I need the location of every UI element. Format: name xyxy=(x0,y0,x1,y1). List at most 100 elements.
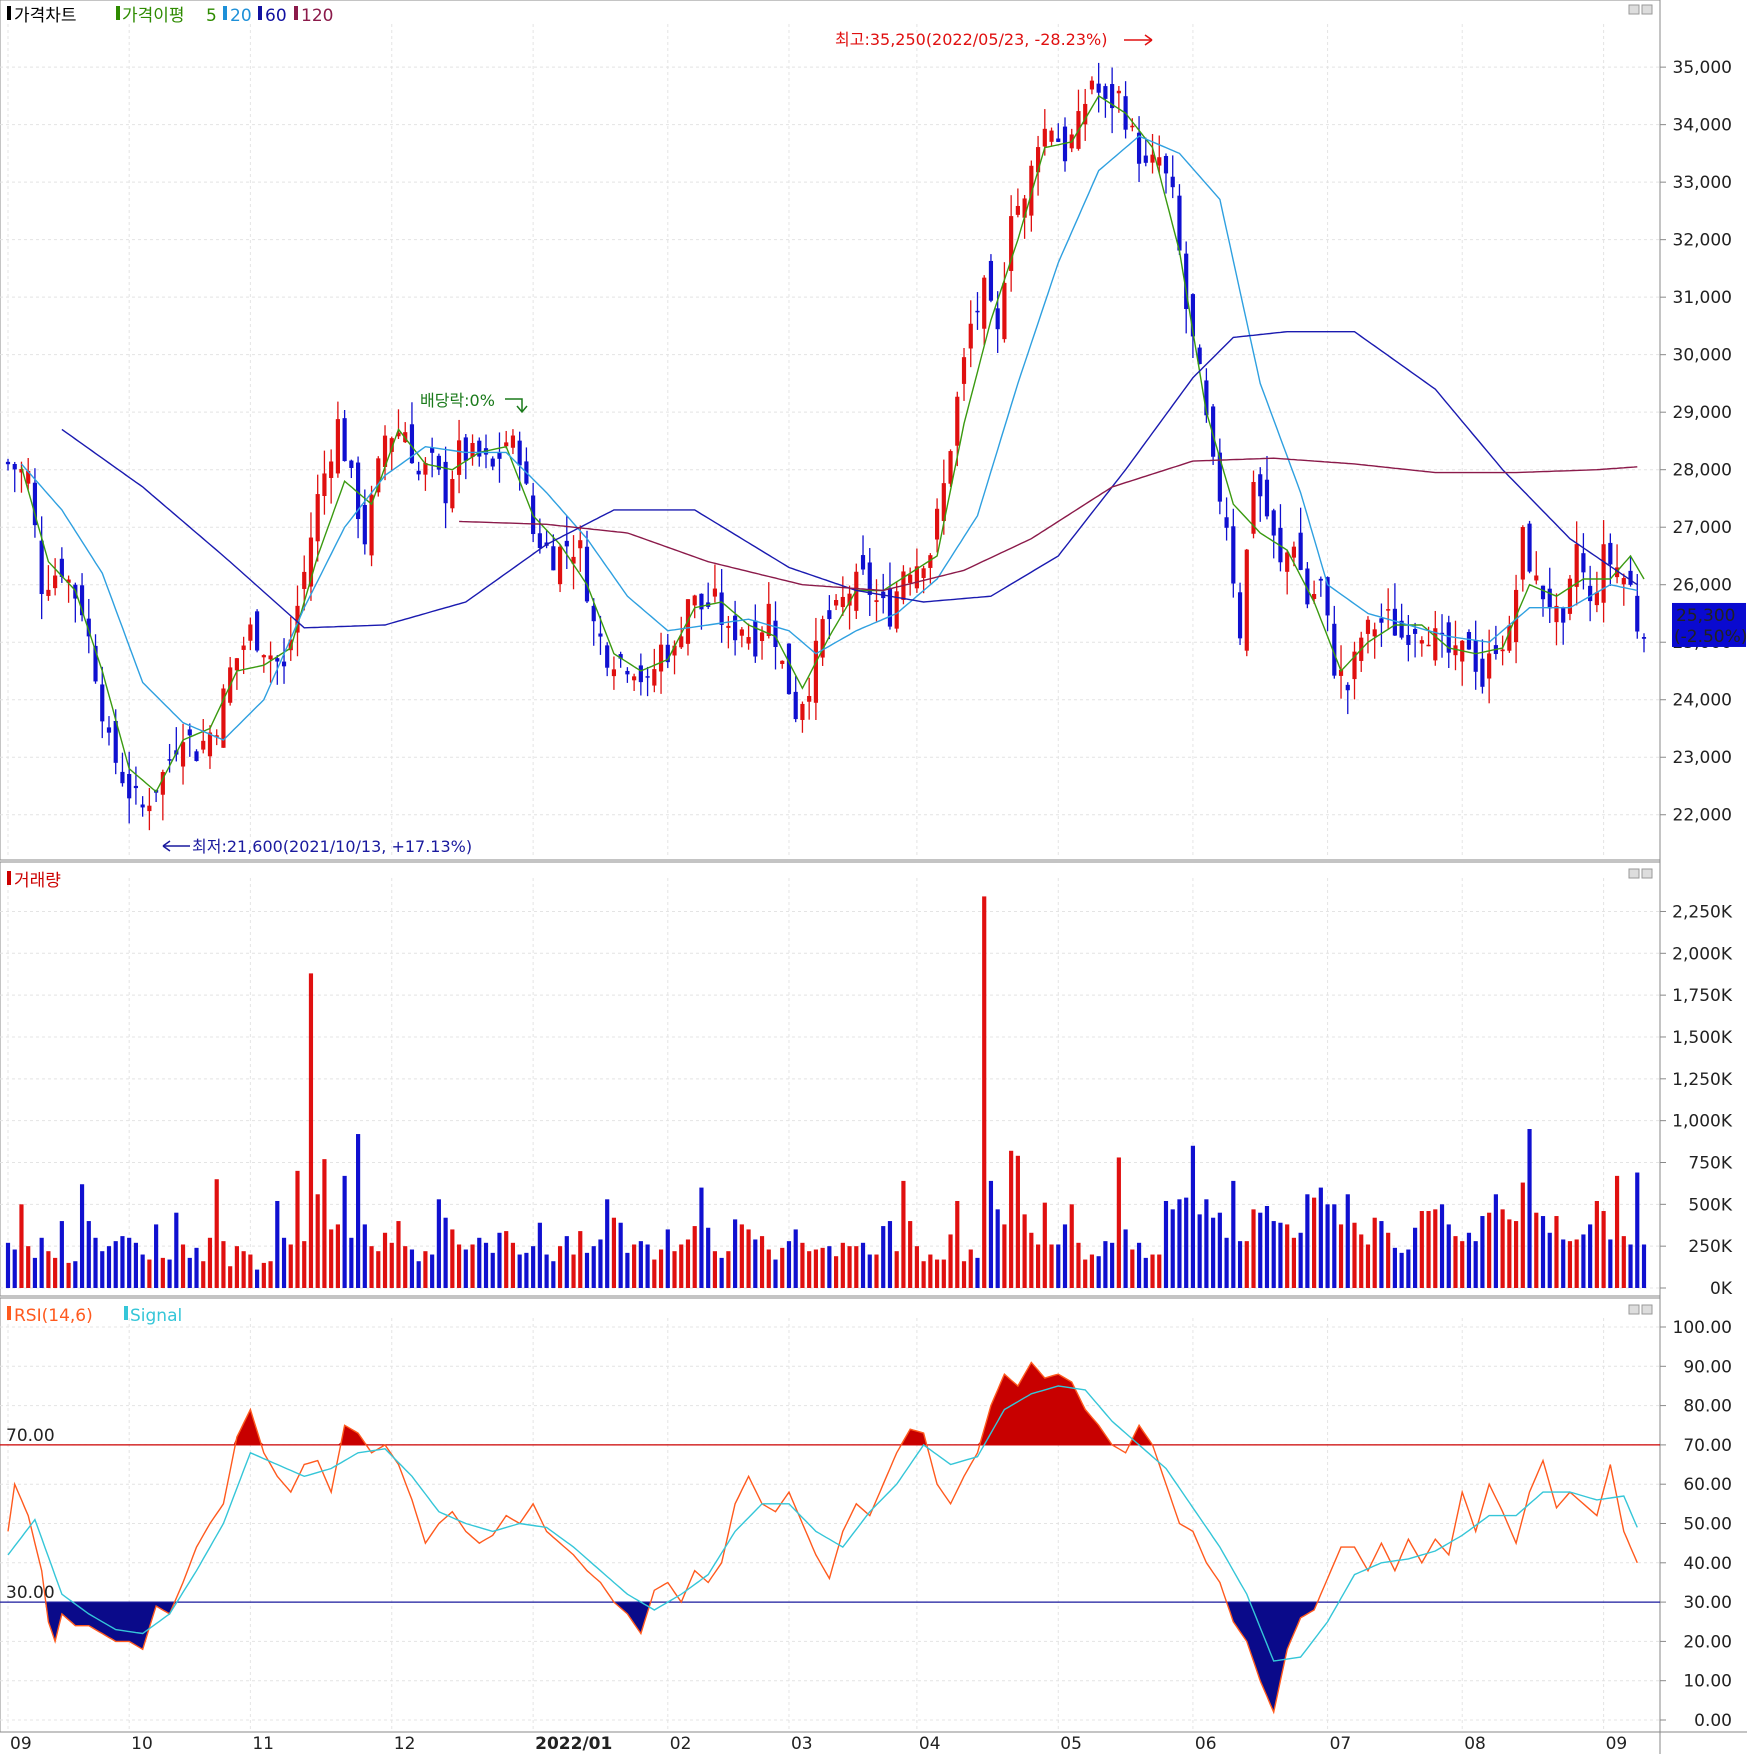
volume-bar xyxy=(786,1241,792,1288)
low-label: 최저:21,600(2021/10/13, +17.13%) xyxy=(192,837,472,856)
volume-bar xyxy=(79,1184,85,1288)
volume-bar xyxy=(1042,1202,1047,1288)
volume-bar xyxy=(1157,1254,1162,1288)
volume-bar xyxy=(1473,1241,1478,1288)
minimize-icon[interactable] xyxy=(1628,868,1640,879)
candle-body xyxy=(342,418,347,462)
candle-body xyxy=(1365,619,1371,634)
volume-bars xyxy=(5,896,1647,1288)
candle-body xyxy=(860,555,866,570)
rsi-tick-label: 30.00 xyxy=(1683,1593,1732,1613)
candle-body xyxy=(557,546,563,585)
candle-body xyxy=(1540,585,1546,600)
candle-body xyxy=(497,451,502,459)
volume-bar xyxy=(793,1229,798,1288)
candle-body xyxy=(1588,585,1593,602)
volume-bar xyxy=(605,1199,610,1288)
candle-body xyxy=(894,591,899,629)
price-panel-controls[interactable] xyxy=(1628,4,1653,15)
candle-body xyxy=(1567,578,1573,614)
overbought-label: 70.00 xyxy=(6,1426,55,1446)
volume-bar xyxy=(1487,1212,1492,1288)
minimize-icon[interactable] xyxy=(1628,1304,1640,1315)
candle-body xyxy=(1305,568,1310,605)
volume-bar xyxy=(685,1239,691,1288)
volume-bar xyxy=(456,1244,462,1288)
volume-bar xyxy=(1372,1217,1377,1288)
volume-bar xyxy=(564,1236,569,1288)
close-icon[interactable] xyxy=(1641,4,1653,15)
close-icon[interactable] xyxy=(1641,1304,1653,1315)
date-tick-label: 06 xyxy=(1195,1734,1217,1754)
candle-body xyxy=(261,655,266,658)
price-legend: 가격차트 가격이평 5 20 60 120 xyxy=(7,6,333,26)
candle-body xyxy=(1439,632,1445,635)
volume-bar xyxy=(443,1217,448,1288)
volume-bar xyxy=(598,1239,603,1288)
rsi-tick-label: 10.00 xyxy=(1683,1672,1732,1692)
candle-body xyxy=(712,588,718,597)
candle-body xyxy=(382,435,388,467)
x-tick-labels: 09 10 11 12 2022/01 02 03 04 05 06 07 08 09 xyxy=(10,1734,1627,1754)
volume-bar xyxy=(995,1209,1000,1288)
candle-body xyxy=(409,424,415,464)
volume-bar xyxy=(470,1244,475,1288)
volume-bar xyxy=(1271,1221,1276,1288)
candle-body xyxy=(477,440,482,457)
candle-body xyxy=(180,742,186,767)
candle-body xyxy=(658,644,664,672)
candle-body xyxy=(221,688,226,748)
candle-body xyxy=(692,595,697,606)
rsi-tick-label: 50.00 xyxy=(1683,1515,1732,1535)
volume-bar xyxy=(86,1221,91,1288)
volume-panel-controls[interactable] xyxy=(1628,868,1653,879)
legend-volume: 거래량 xyxy=(14,871,61,891)
close-icon[interactable] xyxy=(1641,868,1653,879)
minimize-icon[interactable] xyxy=(1628,4,1640,15)
rsi-panel-controls[interactable] xyxy=(1628,1304,1653,1315)
candle-body xyxy=(975,310,980,313)
legend-marker xyxy=(258,6,262,20)
candle-body xyxy=(463,437,468,461)
volume-bar xyxy=(26,1246,31,1288)
candle-body xyxy=(1136,132,1142,164)
candle-body xyxy=(369,494,374,556)
volume-bar xyxy=(672,1251,677,1288)
candle-body xyxy=(665,644,670,663)
price-tick-label: 27,000 xyxy=(1673,518,1732,538)
volume-bar xyxy=(921,1261,926,1288)
volume-bar xyxy=(867,1254,872,1288)
candle-body xyxy=(1190,294,1196,337)
rsi-tick-label: 60.00 xyxy=(1683,1475,1732,1495)
volume-bar xyxy=(1258,1212,1263,1288)
candle-body xyxy=(1035,147,1041,173)
rsi-tick-label: 90.00 xyxy=(1683,1357,1732,1377)
candle-body xyxy=(1338,669,1344,676)
candle-body xyxy=(672,645,677,656)
candle-body xyxy=(32,482,38,526)
volume-bar xyxy=(1345,1194,1350,1288)
candle-body xyxy=(995,308,1000,330)
current-price-change: (-2.50%) xyxy=(1674,627,1747,647)
candle-body xyxy=(1298,532,1303,570)
volume-bar xyxy=(1359,1234,1364,1288)
candle-body xyxy=(800,703,805,720)
candle-body xyxy=(1251,482,1256,534)
candle-body xyxy=(584,546,590,602)
volume-bar xyxy=(934,1259,940,1288)
volume-tick-label: 250K xyxy=(1688,1237,1732,1257)
volume-bar xyxy=(423,1251,428,1288)
volume-bar xyxy=(557,1246,563,1288)
candle-body xyxy=(113,720,118,763)
candle-body xyxy=(1130,125,1135,128)
candle-body xyxy=(490,458,495,467)
candle-body xyxy=(1231,526,1236,584)
candle-body xyxy=(1372,629,1377,637)
volume-bar xyxy=(1507,1219,1512,1288)
candle-body xyxy=(1399,620,1404,638)
volume-bar xyxy=(881,1226,886,1288)
candle-body xyxy=(1204,380,1209,416)
candle-body xyxy=(786,643,792,695)
candle-body xyxy=(699,593,704,610)
volume-bar xyxy=(1291,1237,1296,1288)
